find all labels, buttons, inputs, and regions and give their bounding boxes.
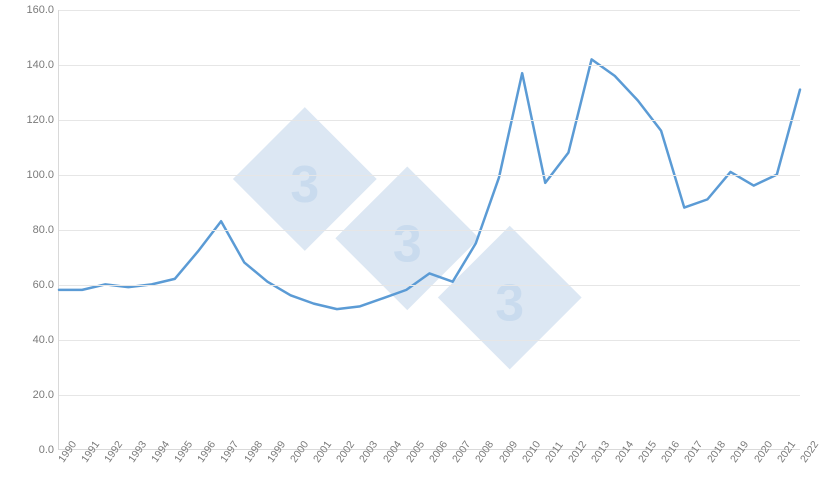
series-line xyxy=(59,59,800,309)
gridline xyxy=(59,120,800,121)
y-axis-label: 40.0 xyxy=(4,334,54,346)
gridline xyxy=(59,65,800,66)
y-axis-label: 160.0 xyxy=(4,4,54,16)
gridline xyxy=(59,10,800,11)
y-axis-label: 80.0 xyxy=(4,224,54,236)
plot-area: 333 xyxy=(58,10,800,450)
gridline xyxy=(59,175,800,176)
y-axis-label: 120.0 xyxy=(4,114,54,126)
x-axis-labels: 1990199119921993199419951996199719981999… xyxy=(58,452,800,500)
y-axis-label: 20.0 xyxy=(4,389,54,401)
gridline xyxy=(59,340,800,341)
y-axis-label: 140.0 xyxy=(4,59,54,71)
gridline xyxy=(59,285,800,286)
y-axis-label: 60.0 xyxy=(4,279,54,291)
line-chart: 333 199019911992199319941995199619971998… xyxy=(0,0,820,503)
y-axis-label: 0.0 xyxy=(4,444,54,456)
x-axis-label: 2022 xyxy=(798,439,820,465)
gridline xyxy=(59,230,800,231)
gridline xyxy=(59,395,800,396)
y-axis-label: 100.0 xyxy=(4,169,54,181)
